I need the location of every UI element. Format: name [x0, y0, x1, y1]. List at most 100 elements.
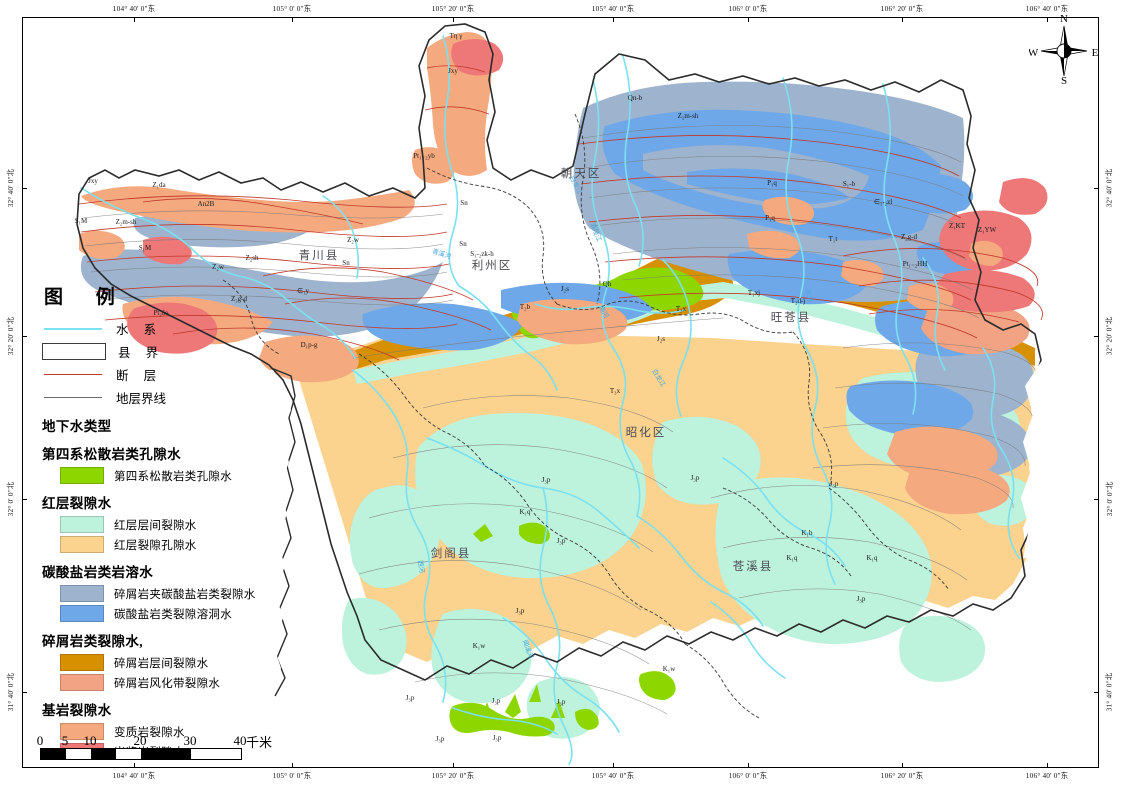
unit-code-label: Sn	[459, 240, 467, 248]
unit-code-label: Jxy	[448, 67, 458, 75]
longitude-tick-label: 105° 0' 0"东	[273, 4, 312, 14]
legend-swatch	[60, 536, 104, 553]
scale-bar-tick-label: 20	[134, 733, 147, 749]
legend-label: 碎屑岩风化带裂隙水	[114, 675, 220, 691]
unit-code-label: P₁q	[765, 214, 775, 222]
legend-label: 碎屑岩层间裂隙水	[114, 655, 208, 671]
graticule-tick	[453, 17, 454, 22]
unit-code-label: K₁q	[867, 554, 878, 562]
longitude-tick-label: 105° 40' 0"东	[592, 771, 634, 781]
county-name-label: 利州区	[472, 258, 513, 272]
unit-code-label: P₁q	[767, 179, 777, 187]
unit-code-label: J₃p	[857, 595, 866, 603]
unit-code-label: Z₁YW	[978, 226, 997, 234]
legend-label: 碳酸盐岩类裂隙溶洞水	[114, 606, 232, 622]
unit-code-label: Pt₁₋₂yb	[413, 152, 435, 160]
legend-label-fault: 断 层	[116, 365, 162, 384]
legend-item: 第四系松散岩类孔隙水	[60, 467, 282, 484]
legend-item-county-boundary: 县 界	[42, 341, 282, 362]
unit-code-label: Tη γ	[450, 32, 463, 40]
legend-swatch	[60, 674, 104, 691]
unit-code-label: Z₁da	[152, 181, 166, 189]
unit-code-label: ∈₁-₂zl	[874, 198, 892, 206]
graticule-tick	[292, 763, 293, 768]
unit-code-label: Z₂w	[347, 236, 360, 244]
graticule-tick	[748, 17, 749, 22]
unit-code-label: J₃p	[493, 734, 502, 742]
compass-east-label: E	[1092, 47, 1099, 59]
graticule-tick	[22, 499, 27, 500]
unit-code-label: J₃p	[542, 476, 551, 484]
legend-label: 红层层间裂隙水	[114, 517, 197, 533]
unit-code-label: K₁b	[802, 529, 813, 537]
longitude-tick-label: 105° 0' 0"东	[273, 771, 312, 781]
legend-swatch	[60, 605, 104, 622]
unit-code-label: Jxy	[88, 177, 98, 185]
unit-code-label: J₃p	[691, 474, 700, 482]
legend-swatch-water-system	[42, 322, 104, 336]
longitude-tick-label: 104° 40' 0"东	[113, 4, 155, 14]
legend-panel: 图 例 水 系县 界断 层地层界线 地下水类型 第四系松散岩类孔隙水第四系松散岩…	[42, 282, 282, 763]
unit-code-label: Qn-b	[628, 94, 643, 102]
legend-item: 碎屑岩层间裂隙水	[60, 654, 282, 671]
county-name-label: 剑阁县	[431, 546, 472, 560]
unit-code-label: Z₂g-d	[901, 233, 918, 241]
graticule-tick	[134, 763, 135, 768]
unit-code-label: J₂s	[657, 335, 665, 343]
map-page: Tη γJxyJxyPt₁₋₂ybZ₁daAn2BZ₂m-shS₁MS₁MZ₂s…	[0, 0, 1121, 793]
unit-code-label: J₃p	[492, 697, 501, 705]
legend-group-heading: 碎屑岩类裂隙水,	[42, 630, 282, 650]
legend-group-heading: 红层裂隙水	[42, 492, 282, 512]
legend-swatch-fault	[42, 368, 104, 382]
legend-label-stratum-boundary: 地层界线	[116, 388, 166, 407]
latitude-tick-label: 32° 40' 0"北	[6, 169, 16, 208]
legend-item-water-system: 水 系	[42, 318, 282, 339]
graticule-tick	[1047, 763, 1048, 768]
unit-code-label: Sn	[342, 259, 350, 267]
legend-item: 红层层间裂隙水	[60, 516, 282, 533]
legend-label: 红层裂隙孔隙水	[114, 537, 197, 553]
unit-code-label: T₂d-j	[791, 297, 806, 305]
legend-group-heading: 基岩裂隙水	[42, 699, 282, 719]
graticule-tick	[613, 763, 614, 768]
legend-swatch	[60, 654, 104, 671]
unit-code-label: K₁w	[473, 642, 486, 650]
unit-code-label: An2B	[198, 200, 215, 208]
unit-code-label: S₁M	[75, 217, 88, 225]
unit-code-label: J₃p	[516, 607, 525, 615]
longitude-tick-label: 106° 40' 0"东	[1026, 771, 1068, 781]
longitude-tick-label: 105° 20' 0"东	[432, 771, 474, 781]
unit-code-label: Z₂m-sh	[678, 112, 699, 120]
legend-label-county-boundary: 县 界	[118, 342, 164, 361]
scale-bar-tick-label: 10	[84, 733, 97, 749]
legend-item: 红层裂隙孔隙水	[60, 536, 282, 553]
latitude-tick-label: 32° 20' 0"北	[1105, 317, 1115, 356]
unit-code-label: Z₁KT	[949, 222, 966, 230]
unit-code-label: J₃p	[406, 694, 415, 702]
longitude-tick-label: 106° 20' 0"东	[881, 771, 923, 781]
unit-code-label: J₂s	[561, 285, 569, 293]
graticule-tick	[453, 763, 454, 768]
graticule-tick	[902, 17, 903, 22]
unit-code-label: T₃x	[610, 387, 621, 395]
county-name-label: 旺苍县	[771, 310, 812, 324]
longitude-tick-label: 106° 20' 0"东	[881, 4, 923, 14]
compass-north-label: N	[1060, 13, 1068, 25]
latitude-tick-label: 32° 20' 0"北	[6, 317, 16, 356]
graticule-tick	[902, 763, 903, 768]
legend-group-heading: 第四系松散岩类孔隙水	[42, 443, 282, 463]
latitude-tick-label: 31° 40' 0"北	[6, 673, 16, 712]
legend-item: 碳酸盐岩类裂隙溶洞水	[60, 605, 282, 622]
scale-bar-tick-label: 0	[37, 733, 44, 749]
legend-label: 第四系松散岩类孔隙水	[114, 468, 232, 484]
legend-swatch-county-boundary	[42, 343, 106, 360]
latitude-tick-label: 32° 0' 0"北	[6, 482, 16, 517]
unit-code-label: S₁-b	[843, 180, 856, 188]
legend-item: 碎屑岩风化带裂隙水	[60, 674, 282, 691]
longitude-tick-label: 105° 40' 0"东	[592, 4, 634, 14]
legend-swatch	[60, 585, 104, 602]
scale-bar-tick-label: 40	[234, 733, 247, 749]
scale-bar-unit: 千米	[246, 732, 272, 751]
unit-code-label: S₁M	[139, 244, 152, 252]
legend-swatch	[60, 516, 104, 533]
